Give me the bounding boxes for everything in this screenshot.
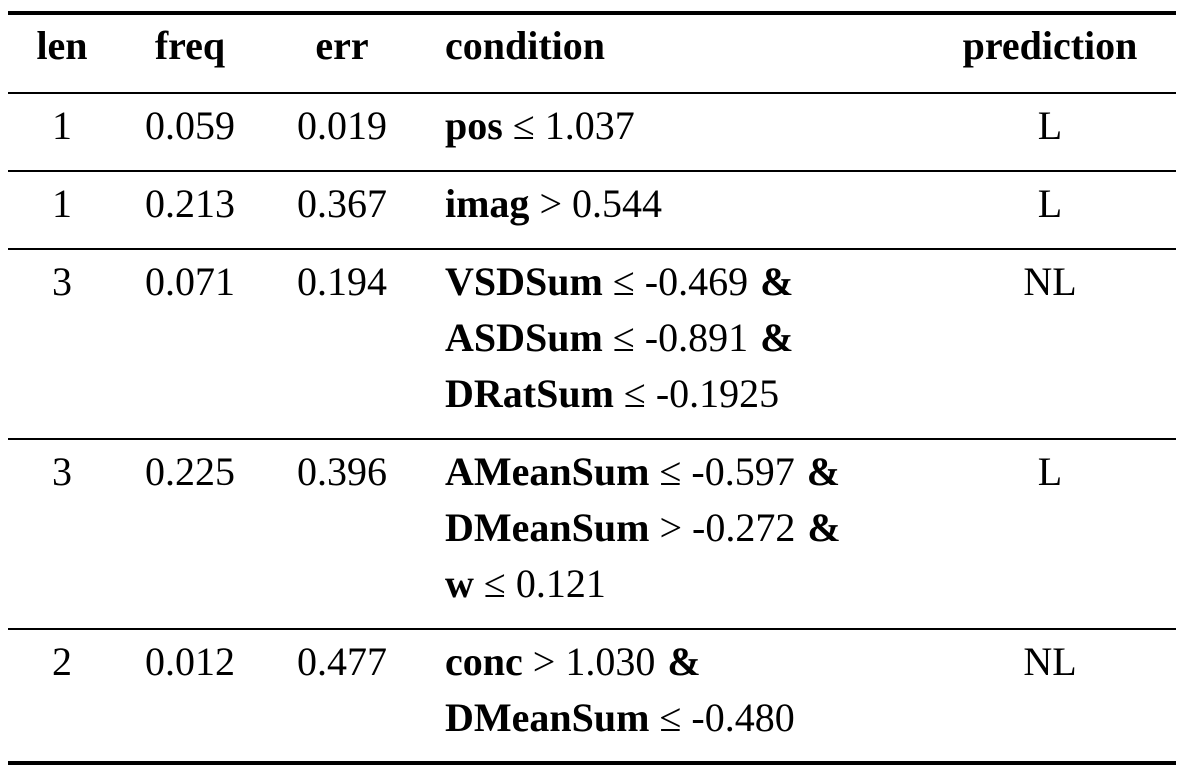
feature: DMeanSum	[445, 695, 649, 740]
header-cell: condition	[445, 23, 605, 68]
feature: imag	[445, 181, 529, 226]
condition-line: conc >1.030 &	[445, 639, 701, 684]
header-cell: len	[36, 23, 87, 68]
freq-cell: 0.071	[145, 259, 235, 304]
operator: ≤	[513, 103, 535, 148]
connector: &	[807, 449, 840, 494]
condition-line: imag >0.544	[445, 181, 662, 226]
condition-line: ASDSum ≤ -0.891 &	[445, 315, 793, 360]
feature: conc	[445, 639, 523, 684]
operator: >	[659, 505, 682, 550]
prediction-cell: NL	[1023, 639, 1076, 684]
operator: ≤	[624, 371, 646, 416]
header-cell: freq	[155, 23, 225, 68]
freq-cell: 0.012	[145, 639, 235, 684]
feature: DMeanSum	[445, 505, 649, 550]
threshold: 0.121	[516, 561, 606, 606]
err-cell: 0.367	[297, 181, 387, 226]
prediction-cell: NL	[1023, 259, 1076, 304]
operator: ≤	[659, 695, 681, 740]
threshold: -0.469	[645, 259, 748, 304]
header-cell: err	[315, 23, 368, 68]
threshold: -0.272	[692, 505, 795, 550]
feature: w	[445, 561, 474, 606]
freq-cell: 0.225	[145, 449, 235, 494]
err-cell: 0.194	[297, 259, 387, 304]
threshold: 1.037	[545, 103, 635, 148]
len-cell: 3	[52, 259, 72, 304]
err-cell: 0.019	[297, 103, 387, 148]
condition-line: DMeanSum > -0.272 &	[445, 505, 841, 550]
feature: AMeanSum	[445, 449, 649, 494]
condition-line: pos ≤1.037	[445, 103, 635, 148]
connector: &	[760, 315, 793, 360]
condition-line: AMeanSum ≤ -0.597 &	[445, 449, 840, 494]
connector: &	[760, 259, 793, 304]
operator: ≤	[613, 315, 635, 360]
operator: ≤	[659, 449, 681, 494]
feature: ASDSum	[445, 315, 603, 360]
prediction-cell: L	[1038, 103, 1062, 148]
feature: pos	[445, 103, 503, 148]
prediction-cell: L	[1038, 449, 1062, 494]
len-cell: 3	[52, 449, 72, 494]
threshold: -0.1925	[656, 371, 779, 416]
len-cell: 1	[52, 103, 72, 148]
feature: DRatSum	[445, 371, 614, 416]
threshold: -0.480	[691, 695, 794, 740]
freq-cell: 0.213	[145, 181, 235, 226]
freq-cell: 0.059	[145, 103, 235, 148]
prediction-cell: L	[1038, 181, 1062, 226]
operator: >	[539, 181, 562, 226]
threshold: -0.891	[645, 315, 748, 360]
operator: ≤	[613, 259, 635, 304]
connector: &	[807, 505, 840, 550]
feature: VSDSum	[445, 259, 603, 304]
len-cell: 2	[52, 639, 72, 684]
err-cell: 0.477	[297, 639, 387, 684]
len-cell: 1	[52, 181, 72, 226]
connector: &	[667, 639, 700, 684]
threshold: 0.544	[572, 181, 662, 226]
err-cell: 0.396	[297, 449, 387, 494]
operator: ≤	[484, 561, 506, 606]
condition-line: VSDSum ≤ -0.469 &	[445, 259, 793, 304]
operator: >	[533, 639, 556, 684]
condition-line: w ≤0.121	[445, 561, 606, 606]
threshold: 1.030	[565, 639, 655, 684]
threshold: -0.597	[691, 449, 794, 494]
condition-line: DMeanSum ≤ -0.480	[445, 695, 795, 740]
condition-line: DRatSum ≤ -0.1925	[445, 371, 779, 416]
header-cell: prediction	[963, 23, 1138, 68]
